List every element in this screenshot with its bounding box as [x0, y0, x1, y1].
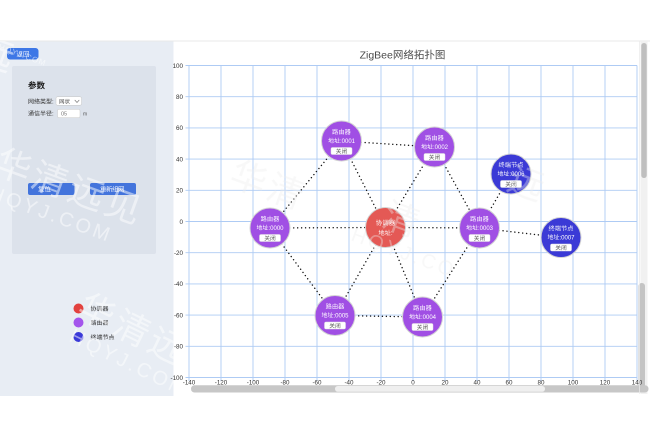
svg-text:-40: -40	[174, 281, 184, 288]
svg-text::0000: :0000	[269, 226, 285, 232]
svg-text::0004: :0004	[421, 315, 437, 321]
svg-text:120: 120	[600, 380, 611, 387]
svg-text:-40: -40	[344, 380, 354, 387]
svg-text:80: 80	[538, 380, 545, 387]
svg-text::0003: :0003	[478, 226, 494, 232]
svg-text::: :	[52, 112, 54, 118]
svg-text:140: 140	[632, 380, 643, 387]
svg-text:100: 100	[173, 63, 184, 70]
svg-text:40: 40	[176, 156, 183, 163]
svg-text:-20: -20	[376, 380, 386, 387]
svg-text:-80: -80	[174, 344, 184, 351]
svg-text::0002: :0002	[433, 145, 449, 151]
svg-text:-20: -20	[174, 250, 184, 257]
svg-text::0001: :0001	[340, 139, 356, 145]
svg-text:-60: -60	[312, 380, 322, 387]
svg-text:60: 60	[506, 380, 513, 387]
svg-text:60: 60	[176, 125, 183, 132]
svg-text:-140: -140	[183, 380, 196, 387]
svg-text:80: 80	[176, 94, 183, 101]
svg-text::0005: :0005	[334, 313, 350, 319]
svg-text:20: 20	[176, 188, 183, 195]
svg-text::0007: :0007	[560, 235, 576, 241]
svg-text:m: m	[83, 112, 87, 118]
svg-text:-60: -60	[174, 312, 184, 319]
svg-text:-80: -80	[280, 380, 290, 387]
svg-text:-100: -100	[170, 375, 183, 382]
svg-text:20: 20	[442, 380, 449, 387]
svg-text::: :	[391, 230, 393, 237]
svg-text:ZigBee: ZigBee	[360, 50, 393, 62]
svg-text:-120: -120	[215, 380, 228, 387]
svg-text:40: 40	[474, 380, 481, 387]
svg-text:-100: -100	[247, 380, 260, 387]
svg-text:0: 0	[411, 380, 415, 387]
svg-text:05: 05	[61, 111, 67, 117]
svg-text:100: 100	[568, 380, 579, 387]
svg-text:0: 0	[180, 219, 184, 226]
svg-text::: :	[52, 100, 54, 106]
